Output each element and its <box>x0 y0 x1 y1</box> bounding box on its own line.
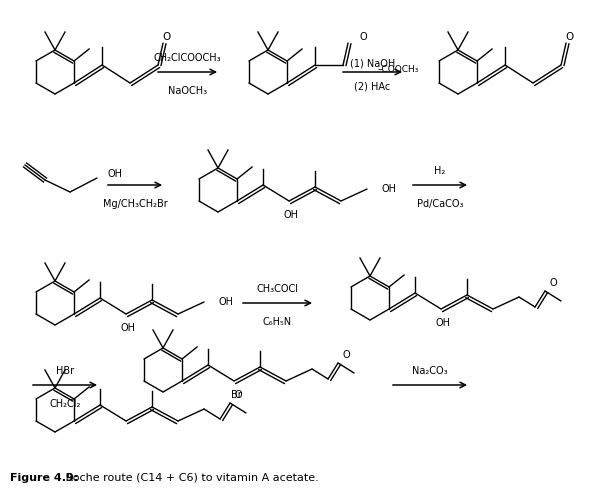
Text: NaOCH₃: NaOCH₃ <box>168 86 207 96</box>
Text: OH: OH <box>381 184 396 194</box>
Text: O: O <box>234 390 242 400</box>
Text: CH₂ClCOOCH₃: CH₂ClCOOCH₃ <box>154 53 221 63</box>
Text: OH: OH <box>107 169 122 179</box>
Text: HBr: HBr <box>56 366 74 376</box>
Text: C₆H₅N: C₆H₅N <box>263 317 292 327</box>
Text: O: O <box>359 32 367 42</box>
Text: OH: OH <box>121 323 136 333</box>
Text: –COOCH₃: –COOCH₃ <box>378 64 419 74</box>
Text: (1) NaOH: (1) NaOH <box>350 58 395 68</box>
Text: (2) HAc: (2) HAc <box>355 81 391 91</box>
Text: OH: OH <box>218 297 233 307</box>
Text: Roche route (C14 + C6) to vitamin A acetate.: Roche route (C14 + C6) to vitamin A acet… <box>62 473 319 483</box>
Text: OH: OH <box>284 210 299 220</box>
Text: CH₂Cl₂: CH₂Cl₂ <box>49 399 80 409</box>
Text: Pd/CaCO₃: Pd/CaCO₃ <box>417 199 463 209</box>
Text: O: O <box>162 32 170 42</box>
Text: O: O <box>549 278 557 288</box>
Text: H₂: H₂ <box>434 166 446 176</box>
Text: CH₃COCl: CH₃COCl <box>257 284 299 294</box>
Text: Figure 4.9:: Figure 4.9: <box>10 473 79 483</box>
Text: O: O <box>342 350 350 360</box>
Text: Na₂CO₃: Na₂CO₃ <box>412 366 448 376</box>
Text: OH: OH <box>436 318 451 328</box>
Text: Br: Br <box>230 390 241 400</box>
Text: Mg/CH₃CH₂Br: Mg/CH₃CH₂Br <box>103 199 167 209</box>
Text: O: O <box>565 32 573 42</box>
